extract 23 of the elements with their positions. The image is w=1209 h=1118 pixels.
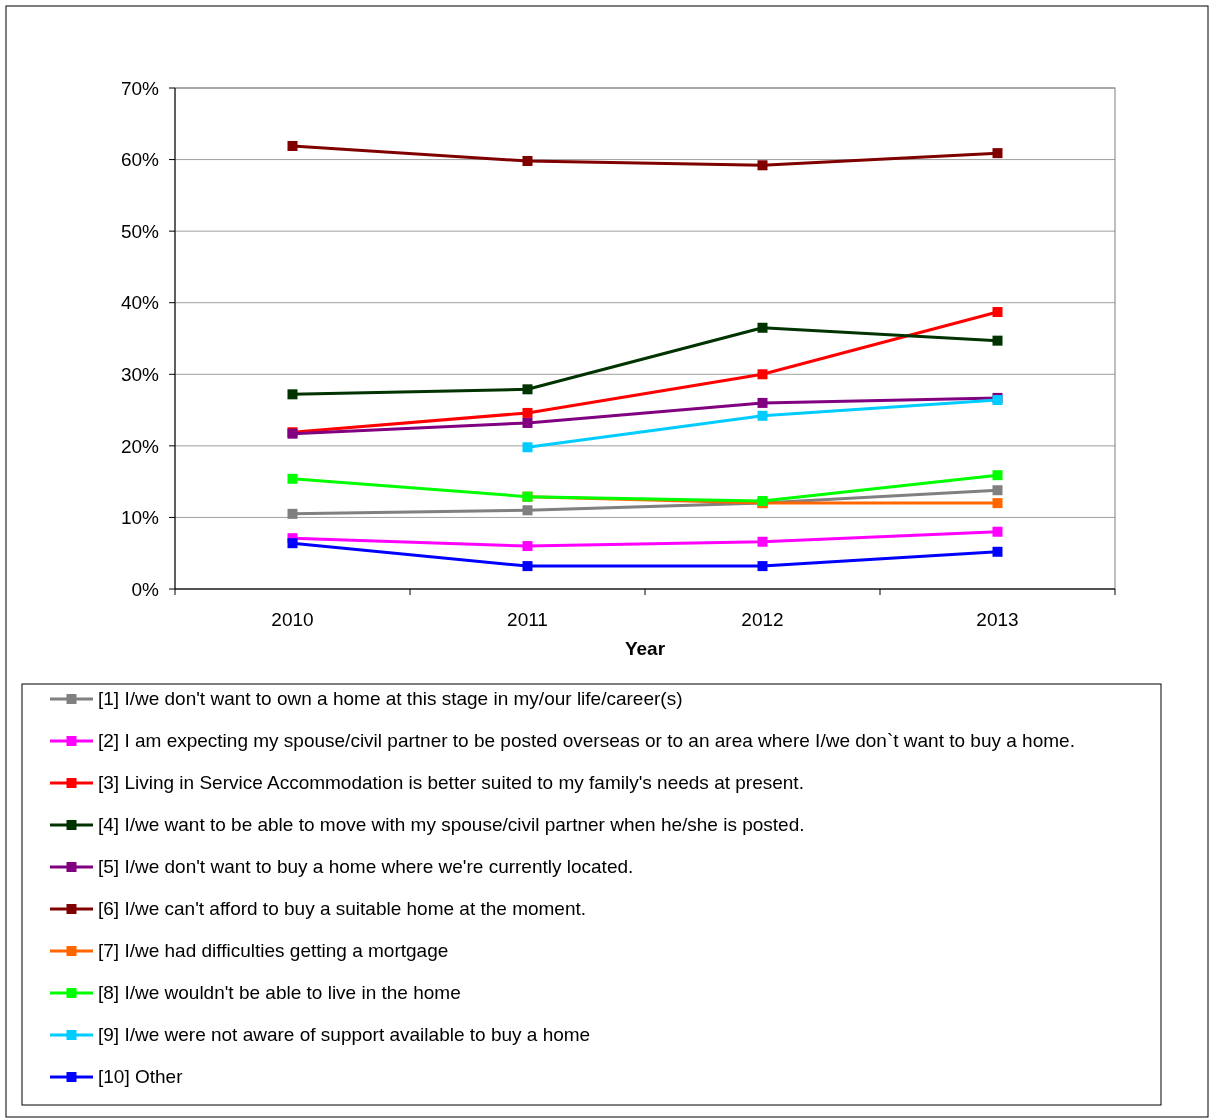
x-tick-label: 2013 (976, 609, 1019, 630)
legend-label: [4] I/we want to be able to move with my spouse/civil partner when he/she is posted. (98, 814, 805, 835)
y-tick-label: 20% (120, 435, 160, 457)
legend-label: [3] Living in Service Accommodation is better suited to my family's needs at present. (98, 772, 804, 793)
y-tick-label: 40% (120, 292, 160, 314)
x-axis-title: Year (624, 638, 666, 659)
x-tick-label: 2012 (741, 609, 784, 630)
x-tick-label: 2010 (271, 609, 314, 630)
x-tick-label: 2011 (507, 609, 548, 630)
legend-label: [9] I/we were not aware of support available to buy a home (98, 1024, 591, 1045)
y-tick-label: 10% (120, 507, 160, 529)
y-tick-label: 60% (120, 149, 160, 171)
legend-label: [2] I am expecting my spouse/civil partner to be posted overseas or to an area where I/we don`t want to buy a home. (98, 730, 1075, 751)
legend-label: [7] I/we had difficulties getting a mortgage (98, 940, 449, 961)
legend-label: [1] I/we don't want to own a home at this stage in my/our life/career(s) (98, 688, 683, 709)
y-tick-label: 30% (120, 363, 160, 385)
y-tick-label: 70% (120, 77, 160, 99)
legend-label: [8] I/we wouldn't be able to live in the home (98, 982, 461, 1003)
legend-label: [5] I/we don't want to buy a home where we're currently located. (98, 856, 634, 877)
y-tick-label: 50% (120, 220, 160, 242)
y-tick-label: 0% (131, 578, 160, 600)
legend-label: [10] Other (98, 1066, 184, 1087)
legend-label: [6] I/we can't afford to buy a suitable home at the moment. (98, 898, 587, 919)
